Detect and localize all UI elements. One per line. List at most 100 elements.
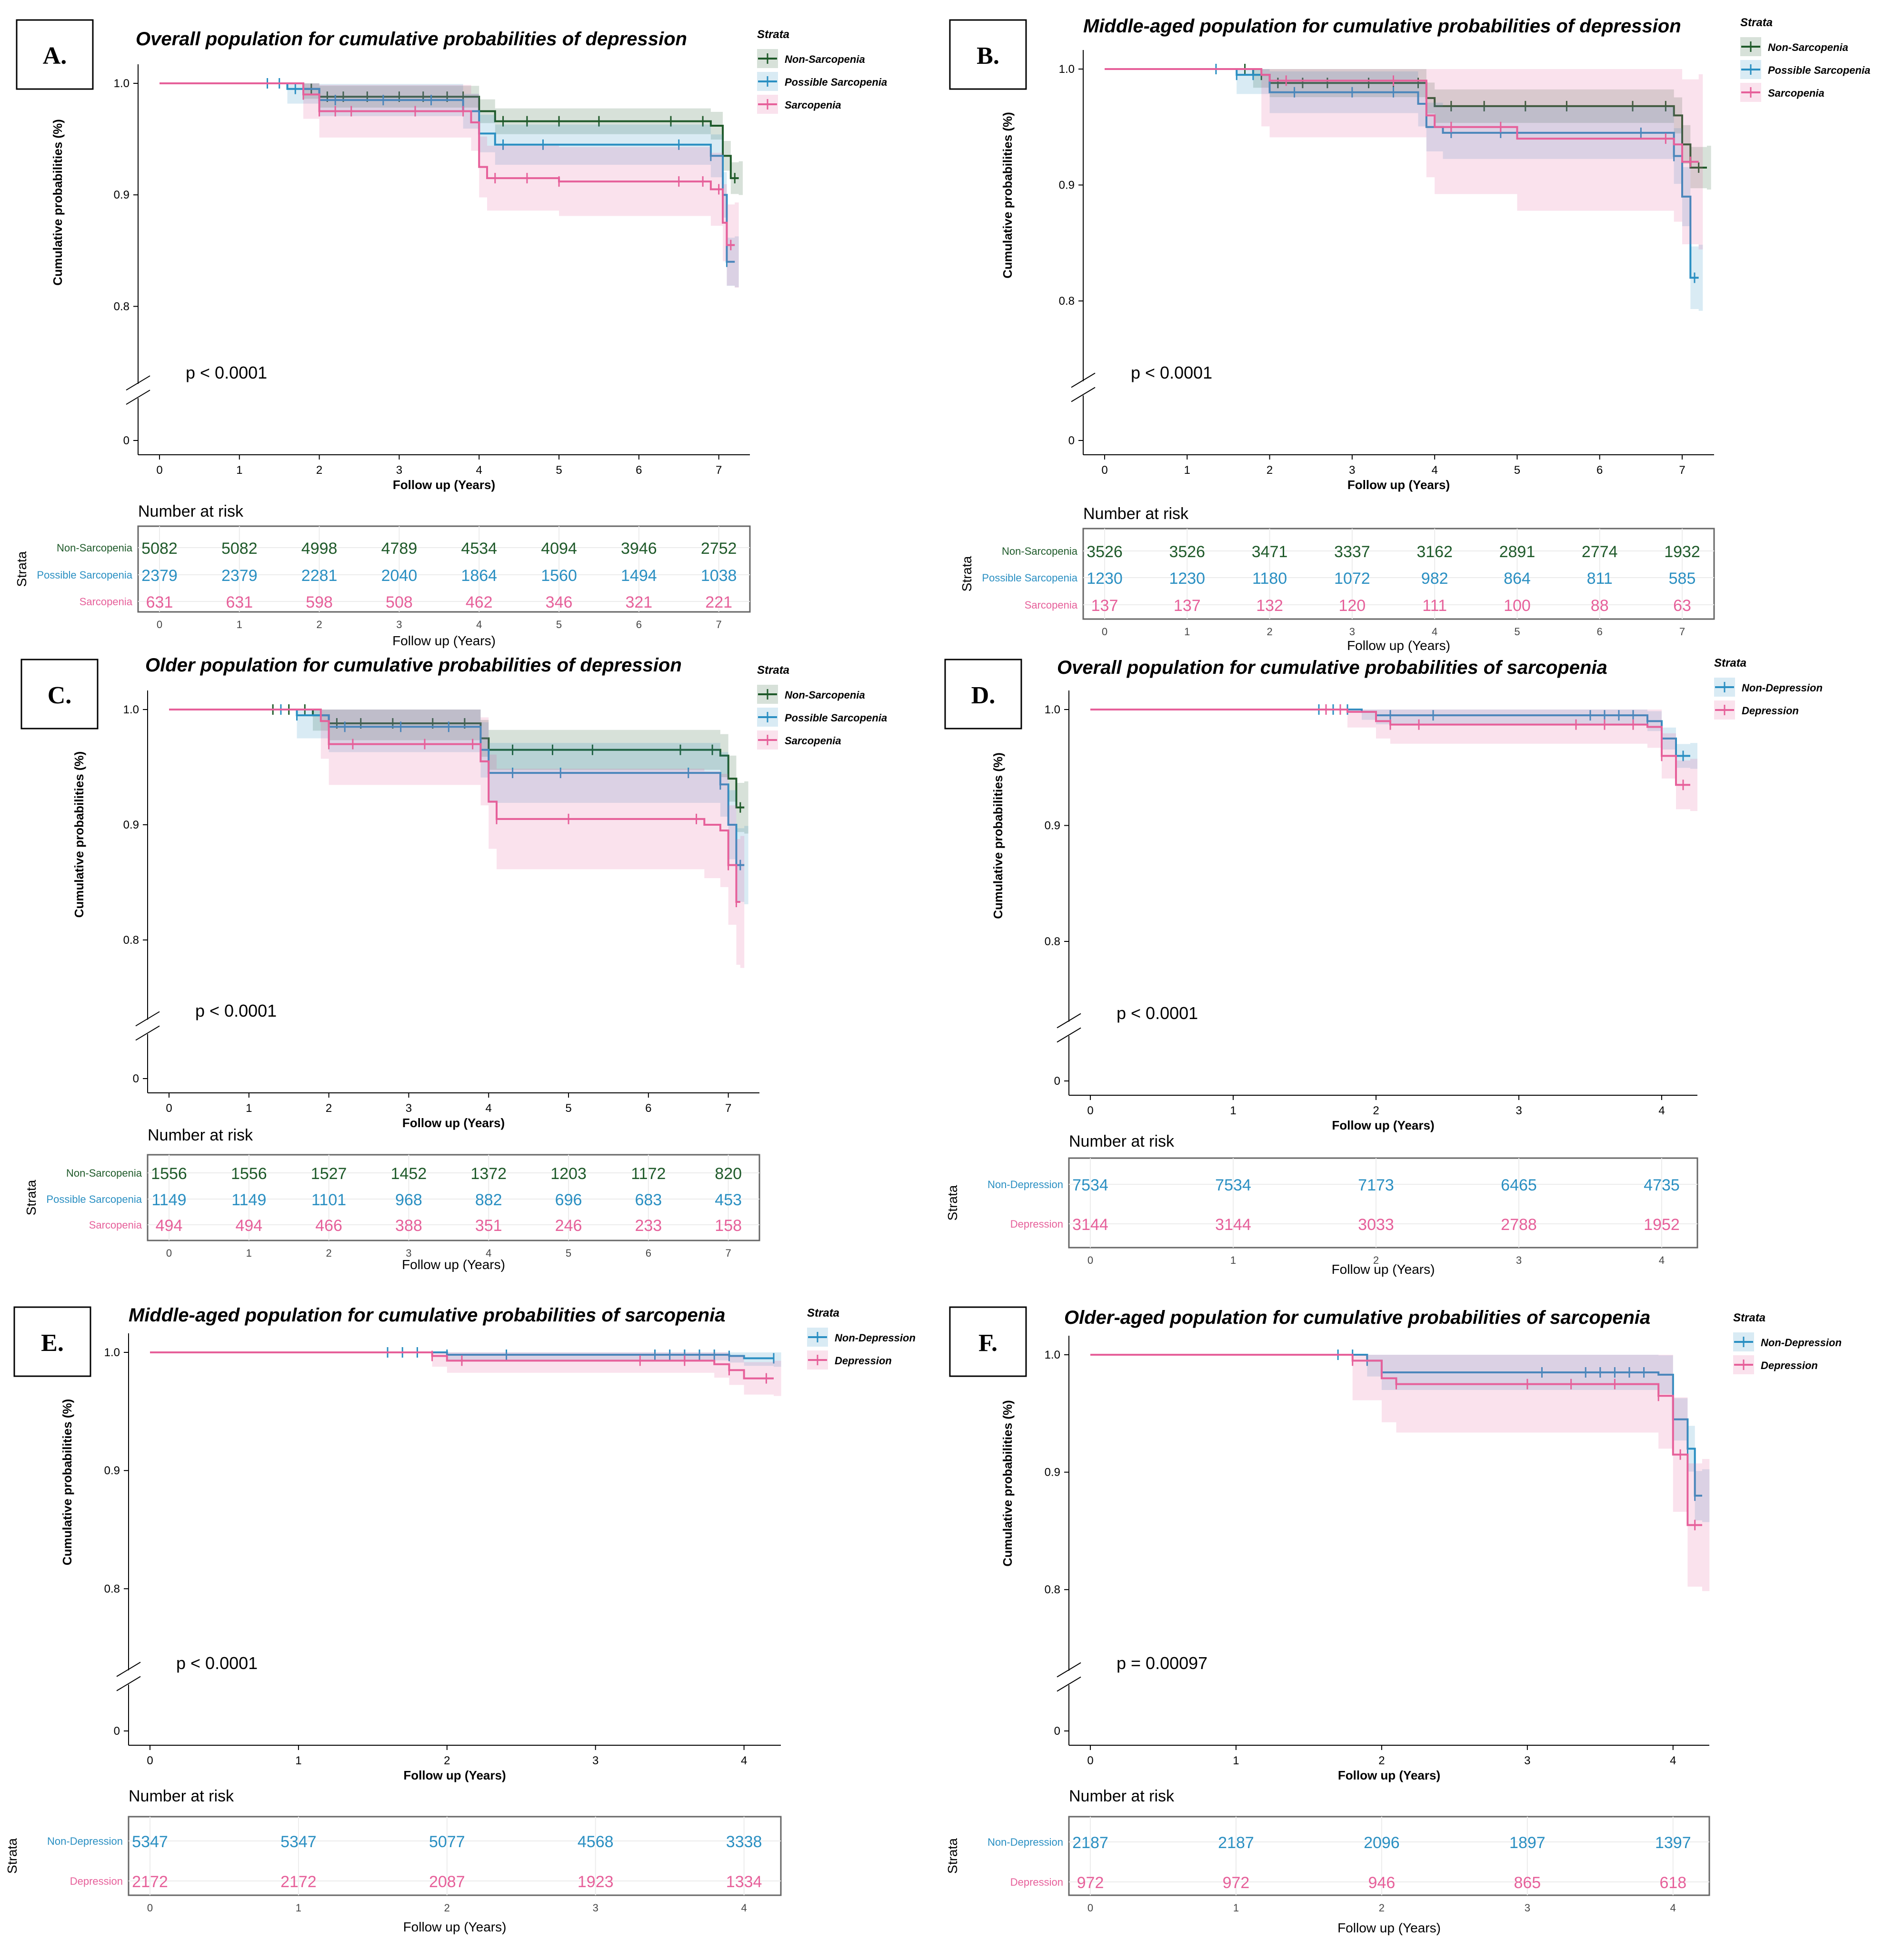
x-tick-label: 3 xyxy=(396,464,402,477)
risk-strata-label: Strata xyxy=(14,551,29,587)
risk-count: 1334 xyxy=(726,1873,762,1891)
x-tick-label: 0 xyxy=(166,1102,172,1115)
legend-label: Non-Sarcopenia xyxy=(785,689,865,701)
x-tick-label: 5 xyxy=(565,1102,571,1115)
risk-count: 5077 xyxy=(429,1833,465,1851)
confidence-band xyxy=(1347,710,1697,811)
risk-count: 1230 xyxy=(1169,570,1205,588)
axis-break-gap xyxy=(144,1020,151,1034)
survival-curve xyxy=(160,82,735,246)
panel-f: F. Older-aged population for cumulative p… xyxy=(945,1306,1842,1935)
risk-row-label: Sarcopenia xyxy=(89,1219,142,1231)
x-tick-label: 0 xyxy=(147,1754,153,1767)
panel-label-box xyxy=(16,19,94,90)
y-tick-label: 1.0 xyxy=(1045,703,1060,716)
panel-label: E. xyxy=(13,1306,91,1377)
risk-count: 972 xyxy=(1223,1874,1250,1892)
x-tick-label: 2 xyxy=(316,464,322,477)
axis-break-mark xyxy=(116,1676,141,1691)
panel-label-box xyxy=(944,659,1022,730)
y-axis-label: Cumulative probabilities (%) xyxy=(1000,1400,1015,1567)
risk-count: 864 xyxy=(1504,570,1531,588)
chart-title: Overall population for cumulative probab… xyxy=(1057,657,1607,678)
confidence-band xyxy=(1261,69,1703,250)
panel-label-text: B. xyxy=(977,42,999,70)
risk-x-tick-label: 1 xyxy=(296,1902,301,1914)
risk-count: 2172 xyxy=(132,1873,168,1891)
axis-break-mark xyxy=(1057,1662,1081,1678)
chart-title: Older-aged population for cumulative pro… xyxy=(1064,1307,1650,1328)
panel-label-text: A. xyxy=(43,42,67,70)
risk-count: 2040 xyxy=(381,567,418,585)
risk-table-title: Number at risk xyxy=(1083,505,1189,523)
risk-count: 494 xyxy=(235,1217,262,1235)
risk-x-tick-label: 3 xyxy=(593,1902,598,1914)
legend-label: Possible Sarcopenia xyxy=(785,76,887,88)
risk-table: Number at risk 0 1 2 3 4 5 6 7 Non-Sarcopenia 3526… xyxy=(959,505,1715,653)
axis-break-mark xyxy=(1071,372,1096,388)
panel-label: D. xyxy=(944,659,1022,730)
risk-x-tick-label: 7 xyxy=(1679,626,1685,638)
risk-count: 2187 xyxy=(1072,1834,1108,1852)
legend: Strata Non-Depression Depression xyxy=(1714,657,1823,720)
confidence-band xyxy=(432,1352,781,1396)
risk-x-tick-label: 4 xyxy=(476,619,482,630)
y-tick-label: 0.9 xyxy=(114,189,130,201)
x-axis-label: Follow up (Years) xyxy=(1338,1768,1440,1782)
p-value: p < 0.0001 xyxy=(186,363,267,382)
risk-count: 1172 xyxy=(631,1165,666,1183)
legend: Strata Non-Depression Depression xyxy=(1733,1311,1842,1374)
risk-count: 508 xyxy=(386,593,413,611)
risk-table: Number at risk 0 1 2 3 4 Non-Depression 5347 534… xyxy=(5,1787,782,1934)
series-depression xyxy=(1090,1354,1710,1591)
risk-x-tick-label: 5 xyxy=(556,619,562,630)
risk-x-axis-label: Follow up (Years) xyxy=(402,1257,505,1272)
risk-count: 598 xyxy=(306,593,333,611)
risk-table: Number at risk 0 1 2 3 4 5 6 7 Non-Sarcopenia 1556… xyxy=(24,1126,760,1272)
p-value: p < 0.0001 xyxy=(1131,363,1212,382)
risk-count: 3033 xyxy=(1358,1216,1394,1234)
series-non-depression xyxy=(150,1347,781,1367)
legend-label: Non-Sarcopenia xyxy=(1768,41,1848,53)
risk-x-axis-label: Follow up (Years) xyxy=(1337,1920,1441,1935)
risk-count: 2087 xyxy=(429,1873,465,1891)
x-tick-label: 2 xyxy=(1373,1104,1379,1117)
x-tick-label: 1 xyxy=(246,1102,252,1115)
x-axis-label: Follow up (Years) xyxy=(402,1116,505,1130)
y-axis-label: Cumulative probabilities (%) xyxy=(50,119,65,286)
confidence-band xyxy=(447,1352,781,1367)
risk-count: 1527 xyxy=(311,1165,347,1183)
risk-count: 2774 xyxy=(1582,543,1618,561)
y-tick-label: 1.0 xyxy=(114,77,130,90)
risk-count: 7534 xyxy=(1072,1176,1108,1194)
legend-title: Strata xyxy=(1714,657,1746,670)
risk-x-tick-label: 3 xyxy=(1525,1902,1530,1914)
risk-strata-label: Strata xyxy=(5,1838,20,1874)
risk-x-tick-label: 6 xyxy=(1597,626,1603,638)
x-tick-label: 6 xyxy=(645,1102,651,1115)
y-axis-label: Cumulative probabilities (%) xyxy=(991,752,1005,919)
risk-count: 3162 xyxy=(1416,543,1453,561)
legend-label: Possible Sarcopenia xyxy=(785,712,887,724)
legend-label: Depression xyxy=(1761,1360,1818,1371)
risk-x-tick-label: 7 xyxy=(716,619,722,630)
p-value: p = 0.00097 xyxy=(1117,1653,1207,1673)
confidence-band xyxy=(303,83,739,288)
risk-count: 137 xyxy=(1174,597,1201,615)
axis-break-mark xyxy=(126,375,150,391)
axis-break-mark xyxy=(126,390,150,405)
axis-break-mark xyxy=(135,1011,160,1027)
y-tick-label: 0.8 xyxy=(1045,1583,1060,1596)
panel-label-text: D. xyxy=(971,682,996,709)
x-tick-label: 6 xyxy=(1596,464,1603,477)
panel-label-box xyxy=(949,19,1027,90)
risk-count: 1452 xyxy=(391,1165,427,1183)
panel-label-box xyxy=(949,1306,1027,1377)
risk-count: 618 xyxy=(1659,1874,1686,1892)
risk-count: 5347 xyxy=(132,1833,168,1851)
series-sarcopenia xyxy=(160,82,739,288)
risk-count: 1180 xyxy=(1252,570,1287,588)
risk-count: 4568 xyxy=(578,1833,614,1851)
risk-count: 2096 xyxy=(1364,1834,1400,1852)
